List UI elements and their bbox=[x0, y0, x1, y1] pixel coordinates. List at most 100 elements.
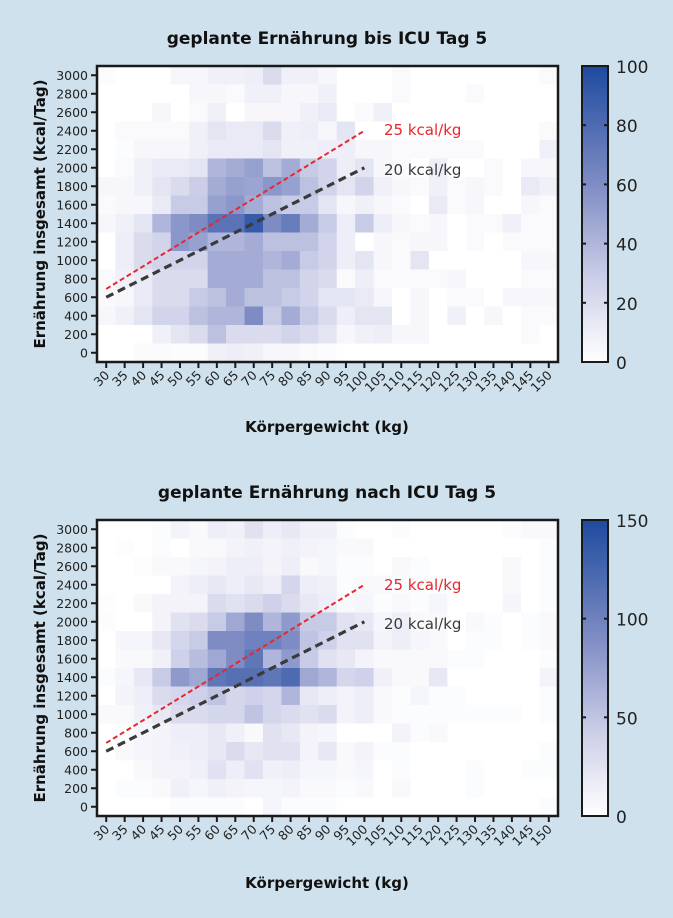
heatmap-cell bbox=[373, 742, 393, 761]
heatmap-cell bbox=[521, 575, 540, 595]
heatmap-cell bbox=[97, 251, 116, 270]
heatmap-cell bbox=[226, 158, 245, 178]
colorbar-tick-label: 60 bbox=[616, 176, 638, 196]
heatmap-cell bbox=[189, 195, 209, 215]
heatmap-cell bbox=[152, 686, 172, 706]
heatmap-cell bbox=[539, 575, 559, 595]
heatmap-cell bbox=[318, 649, 338, 669]
heatmap-cell bbox=[484, 288, 504, 307]
heatmap-cell bbox=[299, 343, 319, 363]
heatmap-cell bbox=[465, 103, 485, 122]
heatmap-cell bbox=[539, 742, 559, 761]
reference-line-label: 25 kcal/kg bbox=[384, 576, 461, 594]
heatmap-cell bbox=[410, 612, 430, 632]
heatmap-cell bbox=[521, 158, 540, 178]
heatmap-cell bbox=[447, 121, 467, 141]
heatmap-cell bbox=[355, 177, 374, 196]
heatmap-cell bbox=[262, 668, 282, 687]
heatmap-cell bbox=[521, 520, 540, 539]
heatmap-cell bbox=[428, 575, 448, 595]
heatmap-cell bbox=[465, 121, 485, 141]
heatmap-cell bbox=[318, 520, 338, 539]
heatmap-cell bbox=[299, 594, 319, 613]
heatmap-cell bbox=[281, 538, 301, 558]
y-tick-label: 1200 bbox=[56, 688, 88, 703]
heatmap-cell bbox=[373, 723, 393, 743]
heatmap-cell bbox=[133, 594, 153, 613]
y-tick-label: 1800 bbox=[56, 633, 88, 648]
heatmap-cell bbox=[465, 84, 485, 104]
heatmap-cell bbox=[189, 779, 209, 798]
y-tick-label: 2400 bbox=[56, 123, 88, 138]
heatmap-cell bbox=[152, 557, 172, 576]
heatmap-cell bbox=[152, 140, 172, 159]
heatmap-cell bbox=[355, 121, 374, 141]
heatmap-cell bbox=[262, 575, 282, 595]
heatmap-cell bbox=[244, 520, 264, 539]
heatmap-cell bbox=[428, 612, 448, 632]
heatmap-cell bbox=[355, 797, 374, 817]
heatmap-cell bbox=[152, 538, 172, 558]
heatmap-cell bbox=[465, 140, 485, 159]
heatmap-cell bbox=[207, 538, 227, 558]
heatmap-cell bbox=[133, 306, 153, 326]
heatmap-cell bbox=[318, 742, 338, 761]
heatmap-cell bbox=[262, 760, 282, 780]
heatmap-cell bbox=[170, 269, 190, 289]
heatmap-cell bbox=[262, 288, 282, 307]
heatmap-cell bbox=[521, 705, 540, 724]
heatmap-cell bbox=[226, 520, 245, 539]
heatmap-cell bbox=[539, 66, 559, 85]
heatmap-cell bbox=[281, 594, 301, 613]
heatmap-cell bbox=[299, 612, 319, 632]
heatmap-cell bbox=[244, 649, 264, 669]
heatmap-cell bbox=[207, 158, 227, 178]
y-tick-label: 2400 bbox=[56, 577, 88, 592]
heatmap-cell bbox=[189, 121, 209, 141]
heatmap-cell bbox=[226, 557, 245, 576]
heatmap-cell bbox=[484, 723, 504, 743]
heatmap-cell bbox=[299, 779, 319, 798]
heatmap-cell bbox=[97, 121, 116, 141]
heatmap-cell bbox=[189, 668, 209, 687]
heatmap-cell bbox=[428, 520, 448, 539]
heatmap-cell bbox=[521, 557, 540, 576]
heatmap-cell bbox=[410, 66, 430, 85]
heatmap-cell bbox=[336, 84, 356, 104]
heatmap-cell bbox=[207, 649, 227, 669]
heatmap-cell bbox=[189, 594, 209, 613]
heatmap-cell bbox=[262, 84, 282, 104]
heatmap-cell bbox=[447, 668, 467, 687]
heatmap-cell bbox=[521, 84, 540, 104]
heatmap-cell bbox=[355, 668, 374, 687]
heatmap-cell bbox=[539, 269, 559, 289]
heatmap-cell bbox=[262, 520, 282, 539]
heatmap-cell bbox=[133, 140, 153, 159]
y-tick-label: 800 bbox=[64, 725, 88, 740]
heatmap-cell bbox=[207, 631, 227, 650]
heatmap-cell bbox=[207, 121, 227, 141]
heatmap-cell bbox=[447, 520, 467, 539]
heatmap-cell bbox=[373, 668, 393, 687]
heatmap-cell bbox=[392, 649, 411, 669]
heatmap-cell bbox=[392, 686, 411, 706]
heatmap-cell bbox=[226, 288, 245, 307]
heatmap-cell bbox=[115, 538, 135, 558]
heatmap-cell bbox=[484, 797, 504, 817]
heatmap-cell bbox=[281, 797, 301, 817]
heatmap-cell bbox=[521, 269, 540, 289]
heatmap-cell bbox=[152, 214, 172, 233]
heatmap-cell bbox=[318, 575, 338, 595]
heatmap-cell bbox=[447, 705, 467, 724]
heatmap-cell bbox=[244, 306, 264, 326]
heatmap-cell bbox=[373, 594, 393, 613]
heatmap-cell bbox=[97, 158, 116, 178]
heatmap-cell bbox=[262, 140, 282, 159]
heatmap-cell bbox=[373, 649, 393, 669]
heatmap-cell bbox=[521, 649, 540, 669]
heatmap-cell bbox=[336, 705, 356, 724]
heatmap-cell bbox=[226, 723, 245, 743]
heatmap-cell bbox=[502, 631, 522, 650]
heatmap-cell bbox=[189, 742, 209, 761]
heatmap-cell bbox=[281, 232, 301, 252]
